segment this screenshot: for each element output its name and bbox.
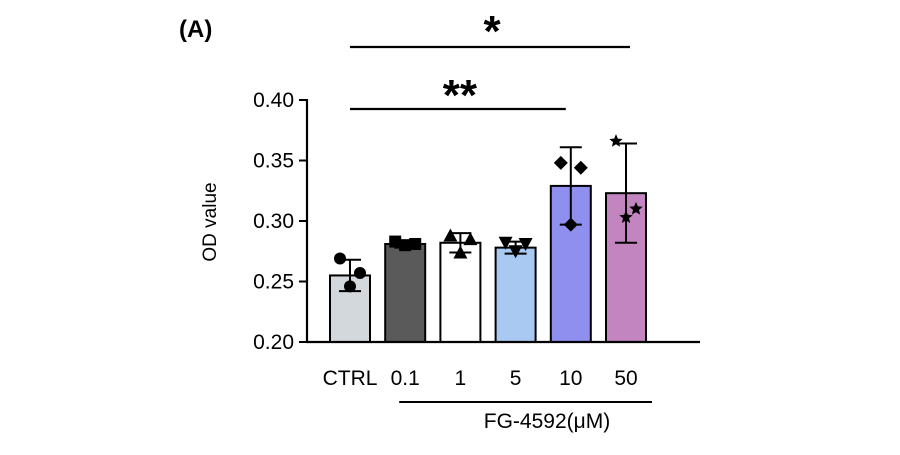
data-point [463, 232, 478, 246]
data-point [573, 160, 588, 175]
y-axis-label: OD value [200, 182, 221, 261]
data-point [619, 210, 633, 223]
data-point [553, 155, 568, 170]
data-point [518, 237, 533, 251]
y-tick-label: 0.20 [253, 331, 294, 354]
data-point [344, 280, 356, 293]
y-tick-label: 0.30 [253, 210, 294, 233]
group-label: FG-4592(μM) [484, 410, 610, 433]
x-tick-label: 5 [510, 367, 522, 390]
y-tick-label: 0.25 [253, 271, 294, 294]
data-point [563, 217, 578, 232]
x-tick-label: CTRL [323, 367, 378, 390]
bar-5 [494, 246, 537, 343]
bar-0.1 [384, 242, 427, 344]
x-tick-label: 10 [559, 367, 582, 390]
y-tick-label: 0.35 [253, 150, 294, 173]
x-tick-label: 50 [614, 367, 637, 390]
x-tick-label: 1 [455, 367, 467, 390]
data-point [629, 201, 643, 215]
data-point [409, 237, 422, 250]
data-point [354, 267, 366, 280]
significance-label: ** [443, 71, 478, 120]
data-point [443, 228, 458, 242]
data-point [399, 239, 412, 252]
bar-50 [605, 192, 647, 343]
data-point [609, 134, 623, 147]
significance-label: * [483, 7, 501, 56]
data-point [334, 252, 346, 265]
data-point [389, 235, 402, 248]
x-tick-label: 0.1 [391, 367, 420, 390]
data-point [508, 245, 523, 259]
data-point [498, 236, 513, 250]
data-point [453, 245, 468, 259]
panel-label: (A) [179, 16, 213, 43]
y-tick-label: 0.40 [253, 89, 294, 112]
